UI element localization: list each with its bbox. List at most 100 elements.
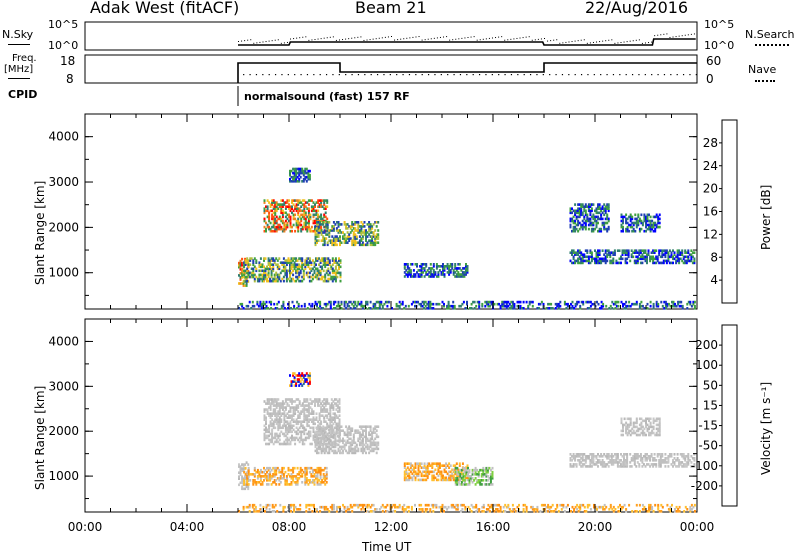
heatmap-cell xyxy=(403,275,406,278)
heatmap-cell xyxy=(275,227,278,231)
heatmap-cell xyxy=(261,279,264,283)
heatmap-cell xyxy=(318,203,321,206)
heatmap-cell xyxy=(283,432,286,436)
heatmap-cell xyxy=(633,453,636,456)
heatmap-cell xyxy=(422,474,425,478)
heatmap-cell xyxy=(434,462,437,465)
heatmap-cell xyxy=(600,213,603,217)
heatmap-cell xyxy=(657,423,660,427)
nsky-dot xyxy=(357,36,359,38)
heatmap-cell xyxy=(622,425,624,429)
heatmap-cell xyxy=(278,215,281,219)
heatmap-cell xyxy=(462,300,465,304)
nsky-dot xyxy=(651,41,653,43)
heatmap-cell xyxy=(680,304,683,308)
heatmap-cell xyxy=(272,402,275,405)
heatmap-cell xyxy=(258,265,261,269)
heatmap-cell xyxy=(343,235,346,238)
heatmap-cell xyxy=(420,269,423,272)
heatmap-cell xyxy=(289,219,292,223)
heatmap-cell xyxy=(571,211,573,215)
heatmap-cell xyxy=(285,259,288,262)
heatmap-cell xyxy=(265,304,268,308)
nsky-dot xyxy=(351,37,353,39)
nsky-dot xyxy=(617,42,619,44)
heatmap-cell xyxy=(409,470,412,474)
heatmap-cell xyxy=(351,223,354,226)
heatmap-cell xyxy=(655,431,658,435)
heatmap-cell xyxy=(310,420,313,423)
heatmap-cell xyxy=(459,304,462,308)
heatmap-cell xyxy=(601,221,604,225)
heatmap-cell xyxy=(329,431,332,434)
heatmap-cell xyxy=(303,398,306,401)
heatmap-cell xyxy=(646,423,649,427)
heatmap-cell xyxy=(348,225,351,228)
heatmap-cell xyxy=(343,304,346,308)
heatmap-cell xyxy=(678,300,681,304)
heatmap-cell xyxy=(586,251,589,254)
heatmap-cell xyxy=(629,213,632,217)
heatmap-cell xyxy=(375,429,378,432)
heatmap-cell xyxy=(690,253,693,256)
heatmap-cell xyxy=(638,257,641,261)
heatmap-cell xyxy=(635,221,638,225)
heatmap-cell xyxy=(264,473,267,476)
nsky-dot xyxy=(540,38,542,40)
heatmap-cell xyxy=(295,481,298,484)
heatmap-cell xyxy=(331,227,334,230)
heatmap-cell xyxy=(329,416,332,419)
heatmap-cell xyxy=(320,408,323,411)
heatmap-cell xyxy=(259,263,262,266)
heatmap-cell xyxy=(325,475,328,478)
heatmap-cell xyxy=(447,307,450,310)
heatmap-cell xyxy=(316,235,318,238)
heatmap-cell xyxy=(319,265,322,269)
nsky-dot xyxy=(516,37,518,39)
heatmap-cell xyxy=(627,255,630,259)
heatmap-cell xyxy=(659,459,662,462)
heatmap-cell xyxy=(288,426,290,430)
heatmap-cell xyxy=(365,427,367,430)
heatmap-cell xyxy=(340,451,343,455)
heatmap-cell xyxy=(597,302,600,306)
heatmap-cell xyxy=(313,263,316,266)
heatmap-cell xyxy=(263,470,265,474)
heatmap-cell xyxy=(669,304,672,308)
heatmap-cell xyxy=(322,449,325,453)
heatmap-cell xyxy=(332,435,335,439)
heatmap-cell xyxy=(575,455,578,458)
heatmap-cell xyxy=(363,425,366,428)
heatmap-cell xyxy=(316,477,319,480)
nsky-dot xyxy=(403,38,405,40)
heatmap-cell xyxy=(263,400,266,403)
heatmap-cell xyxy=(365,229,367,232)
heatmap-cell xyxy=(241,463,244,466)
heatmap-cell xyxy=(338,414,341,417)
heatmap-cell xyxy=(574,261,577,265)
nsky-dot xyxy=(452,39,454,41)
heatmap-cell xyxy=(352,433,355,437)
heatmap-cell xyxy=(584,459,587,462)
nsky-dot xyxy=(553,39,555,41)
heatmap-cell xyxy=(571,253,573,256)
heatmap-cell xyxy=(604,455,607,458)
heatmap-cell xyxy=(625,421,628,425)
heatmap-cell xyxy=(272,422,275,426)
heatmap-cell xyxy=(312,426,315,430)
heatmap-cell xyxy=(271,503,274,507)
heatmap-cell xyxy=(272,199,275,202)
heatmap-cell xyxy=(371,237,374,240)
heatmap-cell xyxy=(639,249,642,252)
heatmap-cell xyxy=(471,473,474,476)
heatmap-cell xyxy=(323,213,326,217)
heatmap-cell xyxy=(622,229,624,233)
heatmap-cell xyxy=(308,378,311,381)
heatmap-cell xyxy=(321,408,324,411)
heatmap-cell xyxy=(275,229,278,233)
heatmap-cell xyxy=(672,459,674,462)
heatmap-cell xyxy=(460,481,463,484)
heatmap-cell xyxy=(322,221,325,224)
heatmap-cell xyxy=(594,455,596,458)
heatmap-cell xyxy=(631,229,634,233)
